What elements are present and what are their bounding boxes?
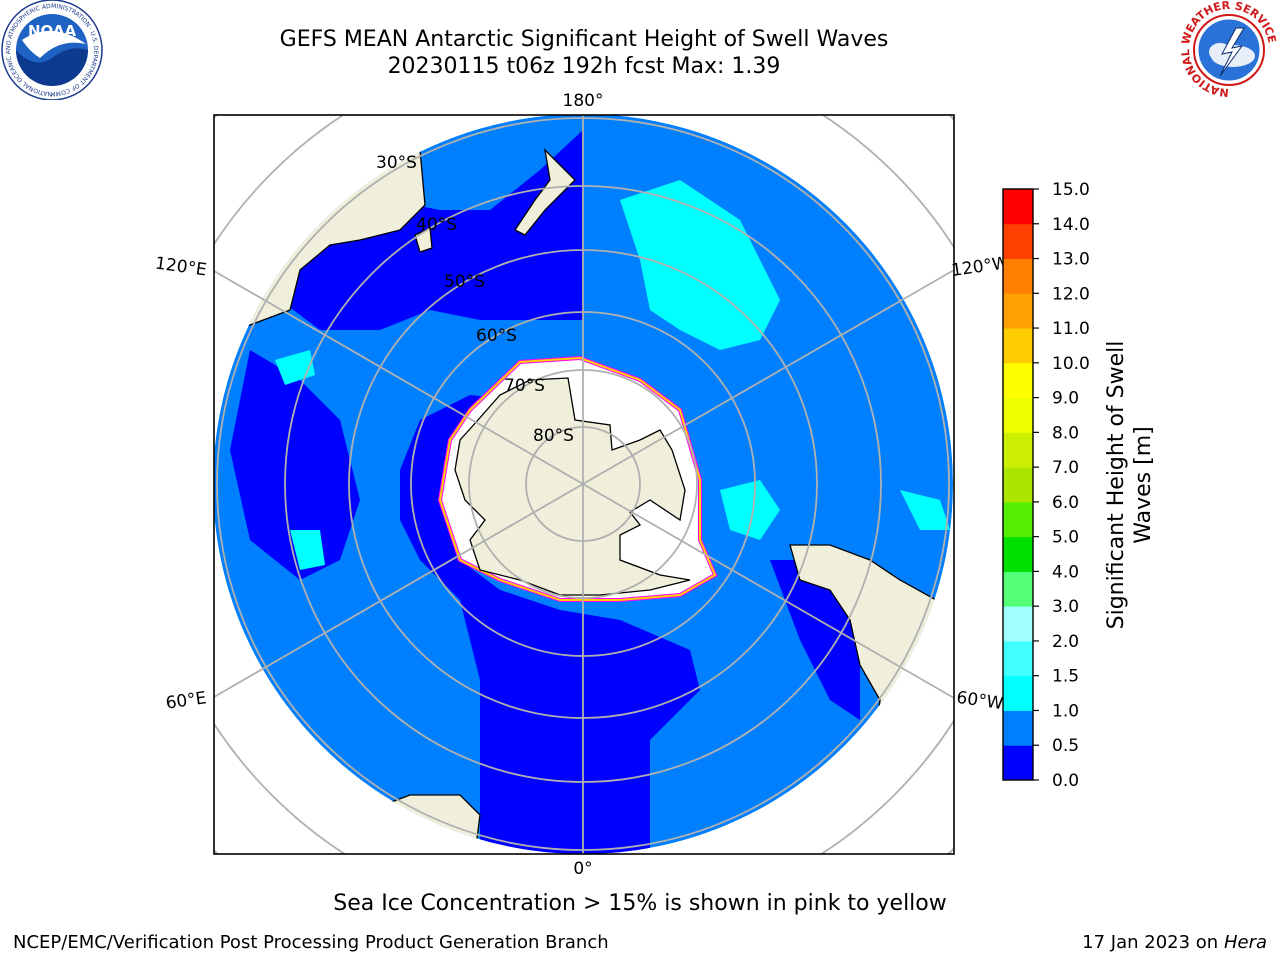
lat-label-60s: 60°S [476, 326, 517, 346]
colorbar-tick-label: 9.0 [1052, 389, 1079, 409]
ocean-low-swell [400, 115, 700, 854]
machine-name: Hera [1223, 932, 1267, 953]
ocean-high-swell-small [720, 480, 780, 540]
colorbar-swatch-11 [1003, 362, 1033, 399]
colorbar-swatch-5 [1003, 571, 1033, 607]
colorbar-tick-label: 3.0 [1052, 597, 1079, 617]
ocean-high-swell [620, 180, 780, 350]
colorbar-tick-label: 8.0 [1052, 423, 1079, 443]
colorbar-swatch-9 [1003, 432, 1033, 468]
lat-label-70s: 70°S [504, 376, 545, 396]
lat-label-40s: 40°S [416, 215, 457, 235]
colorbar-tick-label: 14.0 [1052, 215, 1090, 235]
colorbar-swatch-2 [1003, 675, 1033, 711]
longitude-gridlines [214, 115, 954, 854]
map-subtitle: 20230115 t06z 192h fcst Max: 1.39 [387, 54, 781, 79]
map-frame [213, 114, 955, 855]
colorbar-label-line2: Waves [m] [1131, 426, 1156, 543]
sea-ice-yellow-edge [438, 356, 717, 601]
lat-label-80s: 80°S [533, 426, 574, 446]
nws-logo: NATIONAL WEATHER SERVICE [1179, 0, 1279, 99]
map-title: GEFS MEAN Antarctic Significant Height o… [279, 27, 889, 52]
colorbar-swatch-15 [1003, 223, 1033, 260]
ocean-high-swell-small-3 [290, 530, 325, 570]
new-zealand-land [514, 148, 576, 236]
ocean-high-swell-small-2 [900, 490, 950, 530]
colorbar-label-line1: Significant Height of Swell [1104, 341, 1129, 630]
colorbar-swatch-12 [1003, 328, 1033, 364]
svg-text:NOAA: NOAA [28, 22, 77, 40]
colorbar-swatch-16 [1003, 189, 1033, 225]
colorbar-swatch-0 [1003, 745, 1033, 781]
lon-label-top: 180° [563, 91, 604, 111]
colorbar-tick-label: 6.0 [1052, 493, 1079, 513]
colorbar-tick-label: 5.0 [1052, 528, 1079, 548]
noaa-logo: NOAA NATIONAL OCEANIC AND ATMOSPHERIC AD… [0, 0, 103, 100]
credit-line: NCEP/EMC/Verification Post Processing Pr… [13, 932, 609, 953]
lat-label-50s: 50°S [444, 272, 485, 292]
date-stamp: 17 Jan 2023 on Hera [1082, 932, 1267, 953]
colorbar-swatch-7 [1003, 501, 1033, 538]
colorbar-swatch-4 [1003, 606, 1033, 642]
antarctica-land [454, 377, 691, 596]
colorbar-tick-label: 10.0 [1052, 354, 1090, 374]
ocean-low-swell-north [280, 130, 583, 330]
colorbar-swatch-13 [1003, 293, 1033, 329]
colorbar-tick-label: 4.0 [1052, 562, 1079, 582]
colorbar-swatch-14 [1003, 258, 1033, 294]
colorbar-ticks: 0.0 0.5 1.0 1.5 2.0 3.0 4.0 5.0 6.0 7.0 8.0 9.0 10.0… [1033, 180, 1090, 791]
lon-label-bottom: 0° [573, 859, 592, 879]
colorbar-tick-label: 0.5 [1052, 736, 1079, 756]
sea-ice-note: Sea Ice Concentration > 15% is shown in … [333, 891, 947, 916]
colorbar-swatches [1003, 189, 1033, 781]
colorbar-tick-label: 13.0 [1052, 250, 1090, 270]
colorbar-tick-label: 2.0 [1052, 632, 1079, 652]
colorbar-swatch-3 [1003, 640, 1033, 677]
ocean-low-swell-west [230, 350, 360, 580]
colorbar-tick-label: 15.0 [1052, 180, 1090, 200]
colorbar-swatch-6 [1003, 536, 1033, 572]
colorbar-tick-label: 1.5 [1052, 667, 1079, 687]
colorbar-swatch-10 [1003, 397, 1033, 433]
colorbar-swatch-1 [1003, 710, 1033, 746]
colorbar-frame [1002, 188, 1034, 781]
colorbar-tick-label: 7.0 [1052, 458, 1079, 478]
colorbar-tick-label: 11.0 [1052, 319, 1090, 339]
lat-label-30s: 30°S [376, 153, 417, 173]
colorbar-tick-label: 0.0 [1052, 771, 1079, 791]
colorbar-swatch-8 [1003, 467, 1033, 503]
colorbar-tick-label: 1.0 [1052, 701, 1079, 721]
colorbar-tick-label: 12.0 [1052, 284, 1090, 304]
